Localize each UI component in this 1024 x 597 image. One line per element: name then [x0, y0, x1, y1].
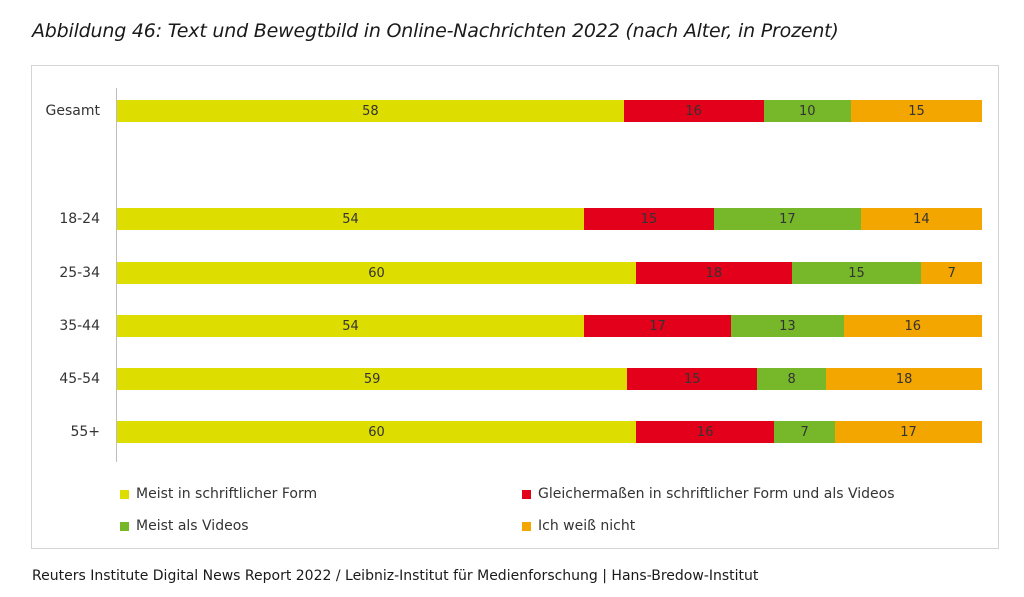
category-label: 18-24: [59, 211, 100, 227]
data-label: 16: [904, 318, 922, 334]
data-label: 16: [696, 424, 714, 440]
data-label: 17: [779, 211, 796, 227]
category-axis-line: [116, 88, 117, 462]
bar-segment: 60: [117, 262, 636, 284]
data-label: 17: [900, 424, 917, 440]
data-label: 8: [787, 371, 796, 387]
data-label: 14: [913, 211, 930, 227]
legend-label: Gleichermaßen in schriftlicher Form und …: [538, 486, 895, 502]
bar-segment: 15: [850, 100, 982, 122]
data-label: 60: [368, 265, 385, 281]
bar-segment: 7: [921, 262, 982, 284]
data-label: 18: [895, 371, 913, 387]
bar-segment: 54: [117, 208, 585, 230]
data-label: 54: [342, 318, 359, 334]
category-label: 45-54: [59, 371, 100, 387]
bar-segment: 58: [117, 100, 624, 122]
bar-segment: 10: [763, 100, 851, 122]
bar-segment: 17: [834, 421, 982, 443]
data-label: 58: [362, 103, 379, 119]
data-label: 15: [908, 103, 925, 119]
bar-segment: 17: [584, 315, 732, 337]
legend-label: Meist als Videos: [136, 518, 249, 534]
source-note: Reuters Institute Digital News Report 20…: [32, 568, 759, 584]
legend-swatch: [120, 521, 129, 531]
bar-segment: 17: [713, 208, 861, 230]
data-label: 13: [779, 318, 796, 334]
bar-segment: 13: [731, 315, 844, 337]
data-label: 10: [798, 103, 816, 119]
data-label: 15: [683, 371, 701, 387]
category-label: 35-44: [59, 318, 100, 334]
legend-swatch: [120, 489, 129, 499]
bar-segment: 54: [117, 315, 585, 337]
legend-label: Meist in schriftlicher Form: [136, 486, 318, 502]
bar-segment: 18: [636, 262, 792, 284]
bar-segment: 15: [791, 262, 922, 284]
data-label: 54: [342, 211, 359, 227]
chart-title: Abbildung 46: Text und Bewegtbild in Onl…: [32, 20, 839, 42]
bar-segment: 15: [627, 368, 758, 390]
category-label: 25-34: [59, 265, 100, 281]
legend-label: Ich weiß nicht: [538, 518, 636, 534]
data-label: 15: [640, 211, 658, 227]
legend-swatch: [522, 521, 531, 531]
bar-segment: 16: [636, 421, 775, 443]
legend-item: Meist in schriftlicher Form: [120, 486, 317, 502]
bar-segment: 7: [774, 421, 835, 443]
bar-segment: 15: [584, 208, 714, 230]
data-label: 17: [649, 318, 666, 334]
bar-segment: 18: [826, 368, 982, 390]
legend-item: Ich weiß nicht: [522, 518, 635, 534]
bar-segment: 16: [623, 100, 764, 122]
bar-segment: 8: [757, 368, 827, 390]
bar-segment: 59: [117, 368, 628, 390]
data-label: 7: [800, 424, 809, 440]
bar-segment: 60: [117, 421, 636, 443]
data-label: 15: [848, 265, 865, 281]
legend-item: Gleichermaßen in schriftlicher Form und …: [522, 486, 895, 502]
data-label: 7: [947, 265, 956, 281]
legend-swatch: [522, 489, 531, 499]
data-label: 60: [368, 424, 385, 440]
category-label: Gesamt: [45, 103, 100, 119]
data-label: 16: [685, 103, 702, 119]
bar-segment: 14: [860, 208, 982, 230]
data-label: 59: [363, 371, 381, 387]
chart-frame: Gesamt 58 16 10 15 18-24 54 15 17 14 25-34 60 18 15 7 3…: [31, 65, 999, 549]
data-label: 18: [705, 265, 723, 281]
bar-segment: 16: [843, 315, 982, 337]
legend-item: Meist als Videos: [120, 518, 249, 534]
category-label: 55+: [70, 424, 100, 440]
